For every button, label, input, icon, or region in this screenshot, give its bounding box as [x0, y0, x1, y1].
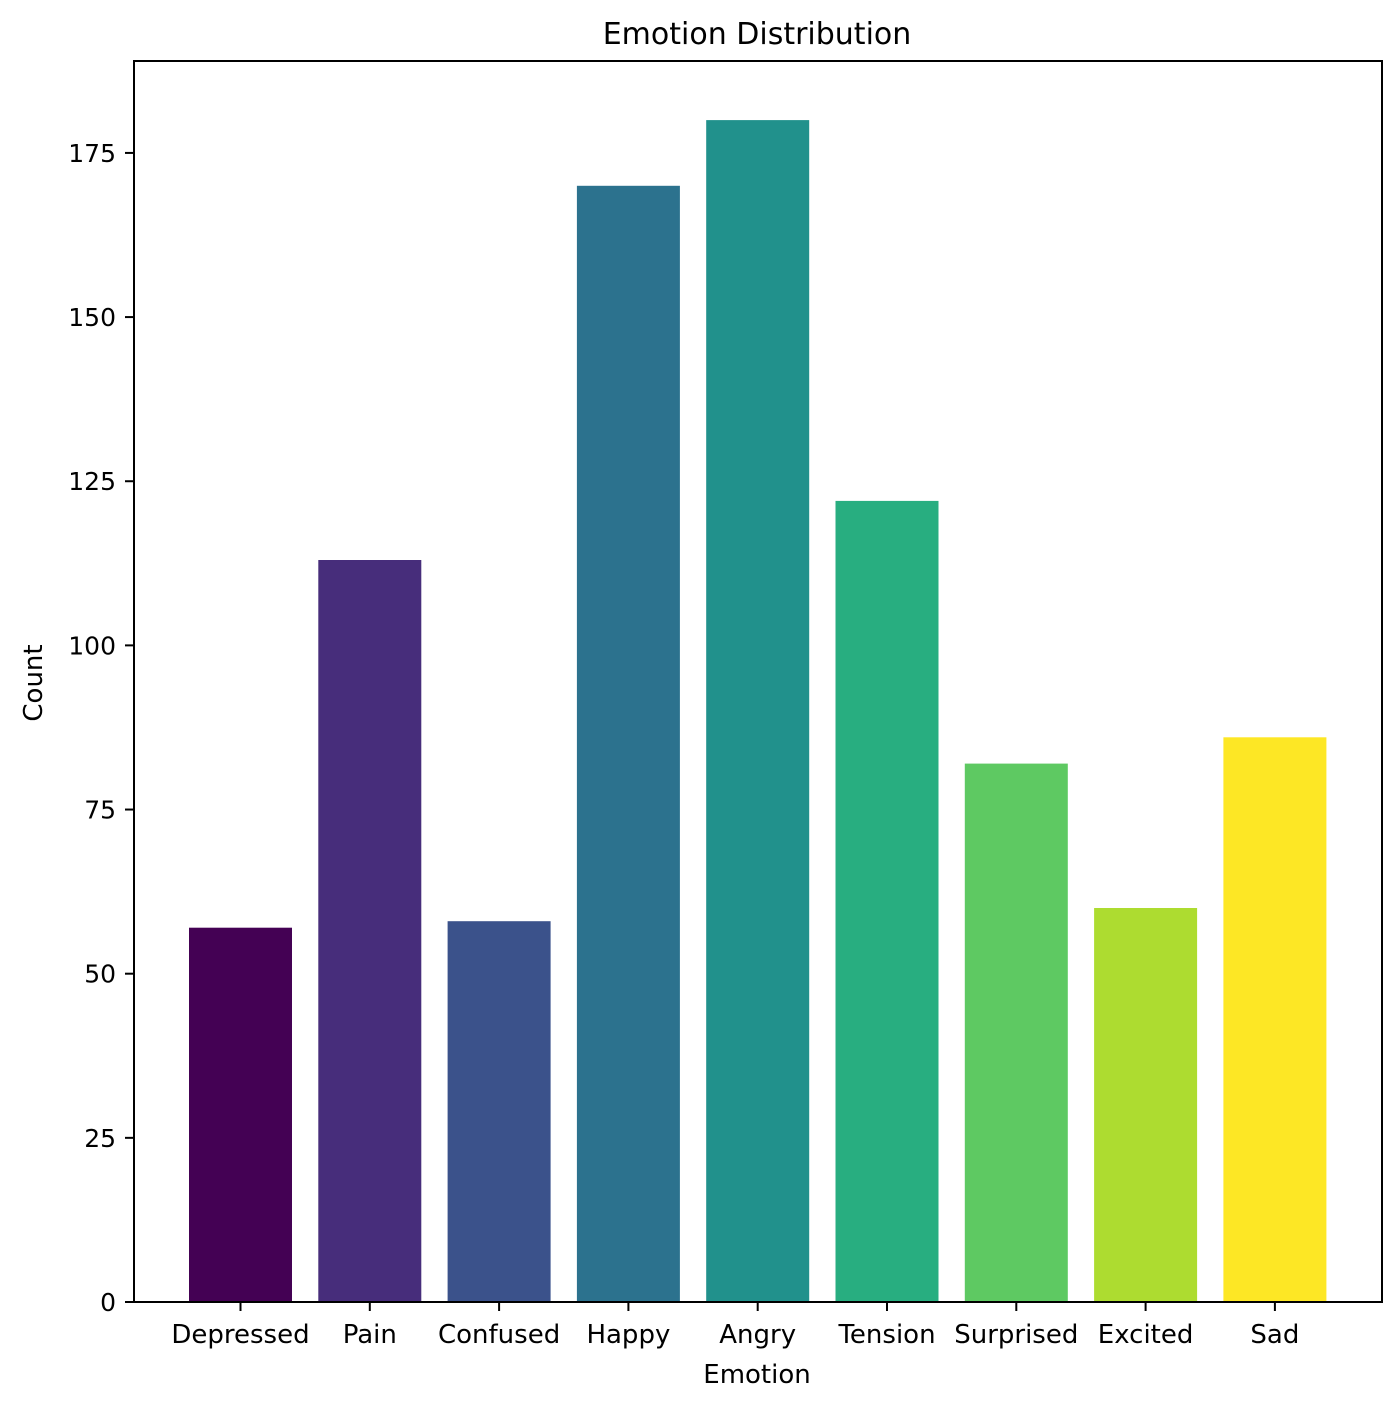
x-tick-label-angry: Angry [719, 1320, 796, 1350]
bar-surprised [964, 763, 1068, 1302]
x-axis-ticks: Depressed Pain Confused Happy Angry Tension Su… [171, 1302, 1299, 1350]
y-tick-label: 25 [84, 1124, 116, 1153]
bar-confused [447, 921, 551, 1302]
y-tick-label: 0 [100, 1288, 116, 1317]
y-tick-label: 150 [68, 303, 116, 332]
chart-title: Emotion Distribution [603, 17, 912, 52]
y-tick-label: 175 [68, 139, 116, 168]
bar-tension [835, 500, 939, 1302]
y-axis-ticks: 0 25 50 75 100 125 150 175 [68, 139, 134, 1317]
x-axis-label: Emotion [703, 1360, 810, 1390]
plot-frame [133, 60, 1383, 1303]
y-tick-label: 75 [84, 796, 116, 825]
x-tick-label-excited: Excited [1098, 1320, 1194, 1350]
bar-angry [706, 120, 810, 1303]
bar-happy [576, 185, 680, 1302]
y-tick-label: 100 [68, 631, 116, 660]
y-axis-label: Count [19, 644, 49, 721]
bar-pain [318, 560, 422, 1302]
bars-group [189, 120, 1327, 1303]
y-tick-label: 125 [68, 467, 116, 496]
bar-sad [1223, 737, 1327, 1302]
x-tick-label-confused: Confused [438, 1320, 560, 1350]
x-tick-label-depressed: Depressed [171, 1320, 309, 1350]
bar-excited [1094, 908, 1198, 1302]
bar-depressed [189, 927, 292, 1302]
x-tick-label-surprised: Surprised [954, 1320, 1078, 1350]
x-tick-label-pain: Pain [343, 1320, 397, 1350]
x-tick-label-tension: Tension [837, 1320, 935, 1350]
y-tick-label: 50 [84, 960, 116, 989]
x-tick-label-happy: Happy [586, 1320, 670, 1350]
x-tick-label-sad: Sad [1250, 1320, 1299, 1350]
